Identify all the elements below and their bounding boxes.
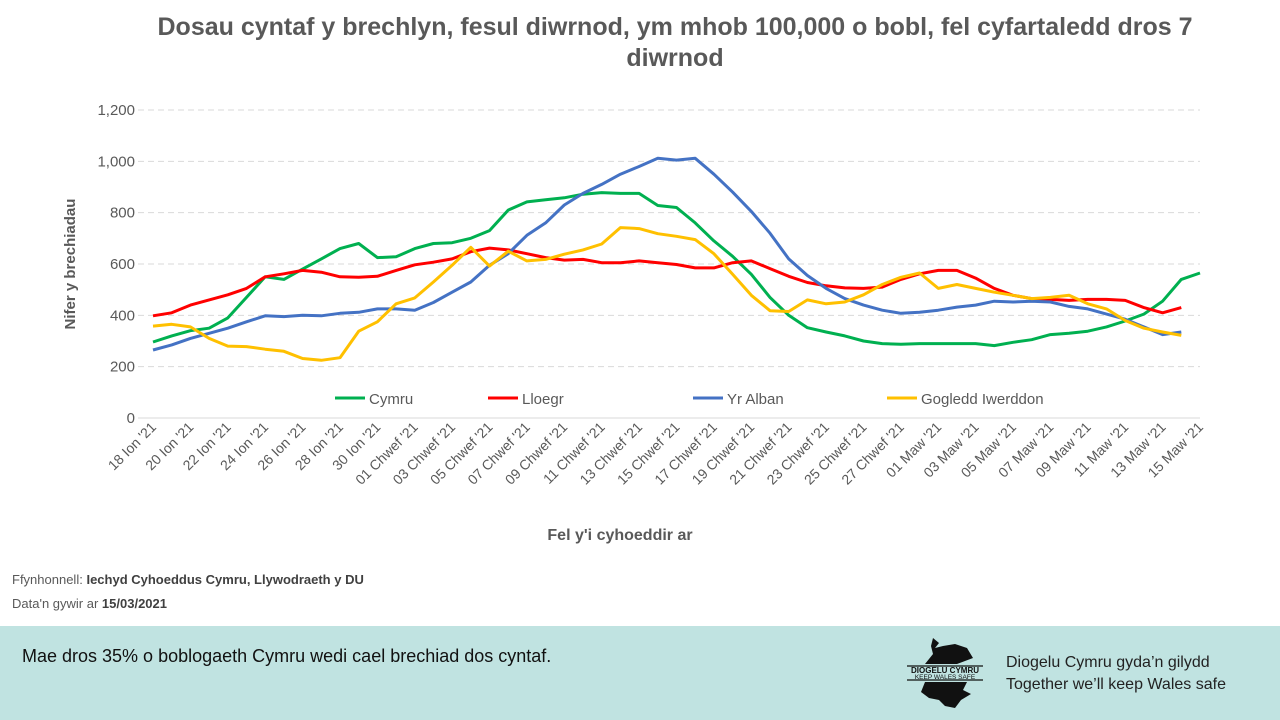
series-line-gogledd-iwerddon (152, 226, 1182, 362)
wales-map-icon (921, 638, 973, 708)
y-tick-label: 400 (110, 307, 135, 324)
y-tick-label: 0 (127, 410, 135, 427)
source-value: Iechyd Cyhoeddus Cymru, Llywodraeth y DU (86, 572, 364, 587)
y-tick-label: 1,000 (97, 153, 135, 170)
tagline-welsh: Diogelu Cymru gyda’n gilydd (1006, 654, 1210, 671)
source-label: Ffynhonnell: (12, 572, 83, 587)
x-axis-title: Fel y'i cyhoeddir ar (547, 527, 692, 544)
keep-wales-safe-logo: DIOGELU CYMRU KEEP WALES SAFE (907, 638, 983, 708)
y-tick-label: 1,200 (97, 102, 135, 119)
y-axis-title: Nifer y brechiadau (62, 199, 79, 330)
footer-message: Mae dros 35% o boblogaeth Cymru wedi cae… (22, 646, 552, 666)
series-line-lloegr (152, 246, 1182, 318)
y-tick-label: 600 (110, 256, 135, 273)
logo-text-en: KEEP WALES SAFE (915, 674, 976, 681)
footer-banner: Mae dros 35% o boblogaeth Cymru wedi cae… (0, 626, 1280, 720)
logo-text-cy: DIOGELU CYMRU (911, 666, 979, 675)
source-line: Ffynhonnell: Iechyd Cyhoeddus Cymru, Lly… (12, 572, 364, 587)
legend-label: Yr Alban (727, 391, 784, 408)
legend-label: Cymru (369, 391, 413, 408)
data-date-line: Data'n gywir ar 15/03/2021 (12, 596, 167, 611)
legend-label: Lloegr (522, 391, 564, 408)
legend-label: Gogledd Iwerddon (921, 391, 1044, 408)
data-date-value: 15/03/2021 (101, 596, 167, 611)
series-line-yr-alban (152, 156, 1182, 352)
y-tick-label: 800 (110, 205, 135, 222)
data-date-label: Data'n gywir ar (12, 596, 99, 611)
series-line-cymru (152, 191, 1201, 348)
y-tick-label: 200 (110, 359, 135, 376)
chart-title: Dosau cyntaf y brechlyn, fesul diwrnod, … (157, 13, 1193, 72)
tagline-english: Together we’ll keep Wales safe (1006, 676, 1226, 693)
